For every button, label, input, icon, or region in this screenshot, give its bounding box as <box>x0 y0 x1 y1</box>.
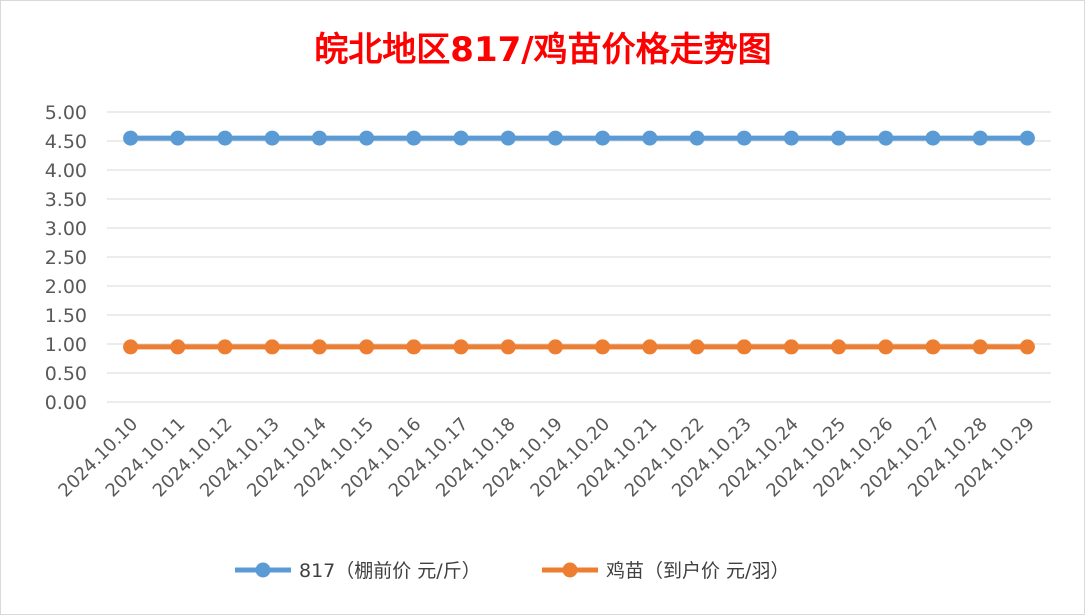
data-point <box>736 339 752 355</box>
y-tick-label: 0.50 <box>45 363 87 385</box>
y-tick-label: 4.00 <box>45 160 87 182</box>
data-point <box>595 130 611 146</box>
chart-title: 皖北地区817/鸡苗价格走势图 <box>314 30 771 70</box>
legend-marker <box>562 562 578 578</box>
data-point <box>783 339 799 355</box>
gridlines <box>107 111 1051 403</box>
data-point <box>170 339 186 355</box>
series-2 <box>123 339 1035 355</box>
x-axis-ticks: 2024.10.102024.10.112024.10.122024.10.13… <box>54 414 1039 502</box>
y-tick-label: 5.00 <box>45 102 87 124</box>
legend: 817（棚前价 元/斤） 鸡苗（到户价 元/羽） <box>235 560 789 582</box>
data-point <box>595 339 611 355</box>
data-point <box>264 130 280 146</box>
data-point <box>123 130 139 146</box>
data-point <box>500 339 516 355</box>
data-point <box>406 339 422 355</box>
data-point <box>264 339 280 355</box>
series-lines <box>123 130 1035 355</box>
data-point <box>547 130 563 146</box>
series-1 <box>123 130 1035 146</box>
data-point <box>311 339 327 355</box>
legend-item-1: 817（棚前价 元/斤） <box>235 560 481 582</box>
y-axis-ticks: 0.00 0.50 1.00 1.50 2.00 2.50 3.00 3.50 4.00 4.50… <box>45 102 87 414</box>
data-point <box>170 130 186 146</box>
data-point <box>453 130 469 146</box>
legend-label: 鸡苗（到户价 元/羽） <box>606 560 789 582</box>
data-point <box>689 339 705 355</box>
data-point <box>878 130 894 146</box>
data-point <box>123 339 139 355</box>
data-point <box>783 130 799 146</box>
data-point <box>972 130 988 146</box>
data-point <box>642 130 658 146</box>
data-point <box>925 339 941 355</box>
data-point <box>736 130 752 146</box>
data-point <box>972 339 988 355</box>
data-point <box>925 130 941 146</box>
data-point <box>1019 339 1035 355</box>
data-point <box>878 339 894 355</box>
y-tick-label: 4.50 <box>45 131 87 153</box>
y-tick-label: 0.00 <box>45 392 87 414</box>
data-point <box>642 339 658 355</box>
legend-marker <box>255 562 271 578</box>
data-point <box>311 130 327 146</box>
y-tick-label: 2.00 <box>45 276 87 298</box>
y-tick-label: 1.00 <box>45 334 87 356</box>
data-point <box>359 130 375 146</box>
data-point <box>500 130 516 146</box>
data-point <box>689 130 705 146</box>
data-point <box>406 130 422 146</box>
y-tick-label: 3.50 <box>45 189 87 211</box>
data-point <box>359 339 375 355</box>
legend-label: 817（棚前价 元/斤） <box>299 560 481 582</box>
legend-item-2: 鸡苗（到户价 元/羽） <box>542 560 789 582</box>
data-point <box>831 339 847 355</box>
data-point <box>217 130 233 146</box>
data-point <box>453 339 469 355</box>
data-point <box>1019 130 1035 146</box>
y-tick-label: 1.50 <box>45 305 87 327</box>
y-tick-label: 3.00 <box>45 218 87 240</box>
y-tick-label: 2.50 <box>45 247 87 269</box>
data-point <box>547 339 563 355</box>
data-point <box>831 130 847 146</box>
data-point <box>217 339 233 355</box>
